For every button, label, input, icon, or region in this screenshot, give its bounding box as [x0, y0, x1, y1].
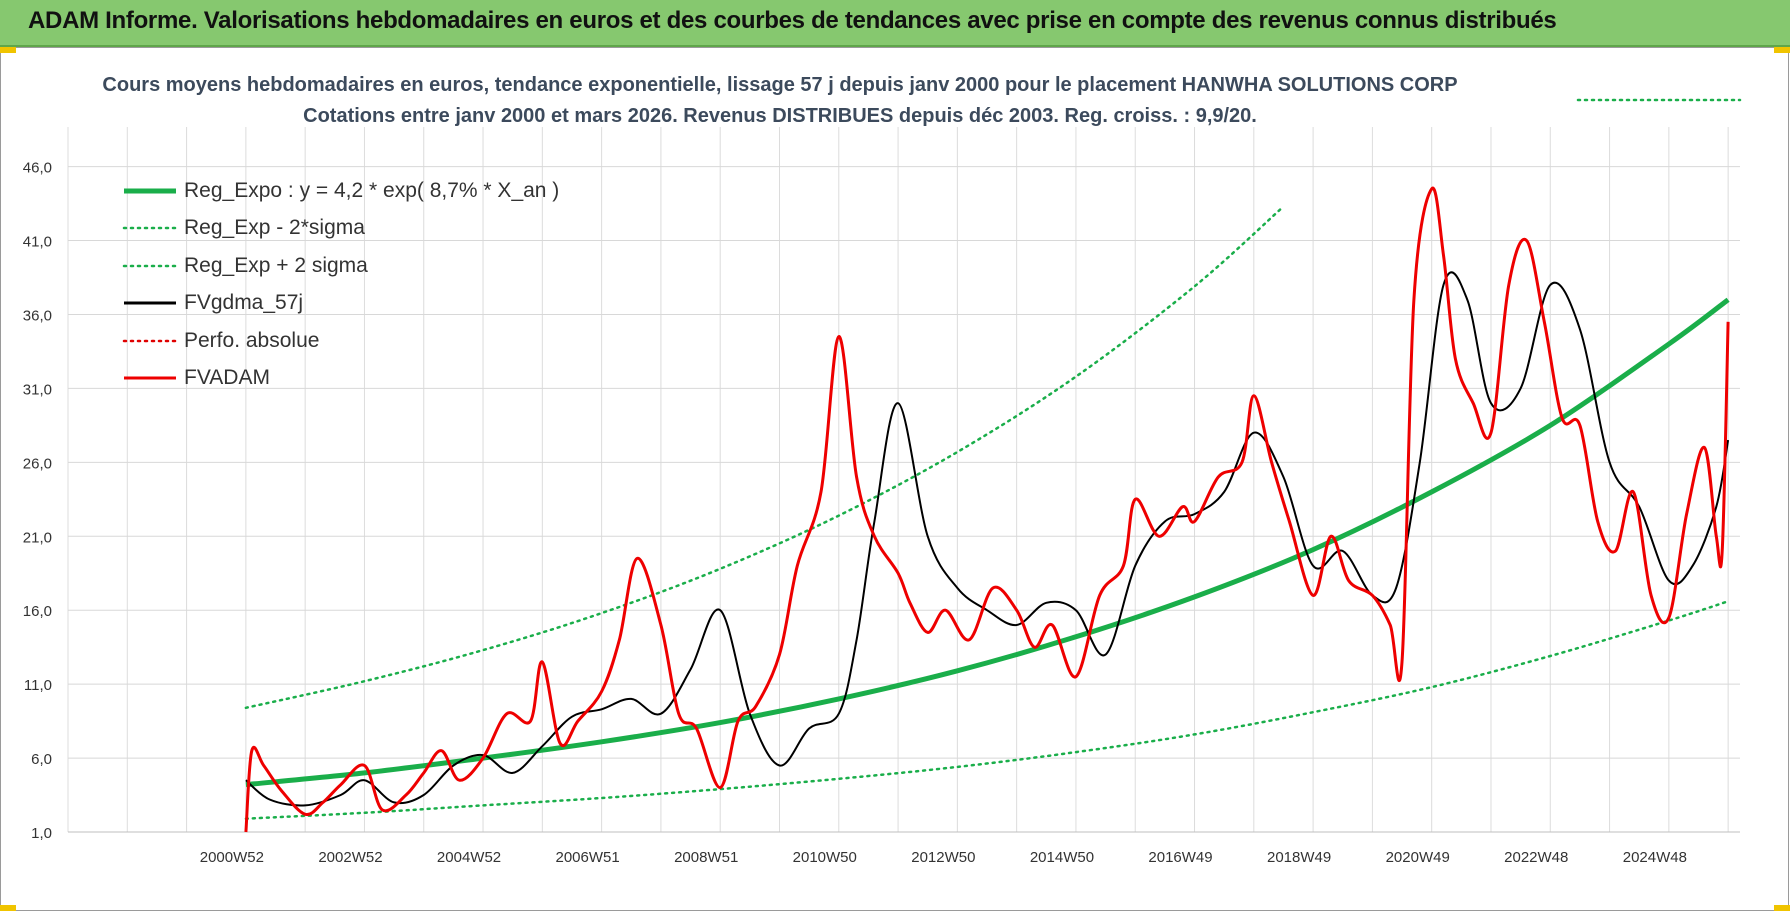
y-tick-label: 46,0 [23, 160, 52, 177]
x-tick-label: 2020W49 [1386, 849, 1450, 866]
legend-label: Reg_Expo : y = 4,2 * exp( 8,7% * X_an ) [184, 178, 560, 202]
chart-subtitle: Cotations entre janv 2000 et mars 2026. … [303, 105, 1257, 127]
series-line-fvgdma-57j [245, 271, 1730, 807]
y-tick-label: 31,0 [23, 381, 52, 398]
frame-corner-marker [0, 905, 16, 911]
y-tick-label: 41,0 [23, 234, 52, 251]
legend-item: Reg_Expo : y = 4,2 * exp( 8,7% * X_an ) [122, 172, 559, 210]
report-banner: ADAM Informe. Valorisations hebdomadaire… [0, 0, 1790, 47]
legend-label: Perfo. absolue [184, 328, 320, 352]
y-tick-label: 36,0 [23, 307, 52, 324]
x-tick-label: 2010W50 [793, 849, 857, 866]
x-tick-label: 2014W50 [1030, 849, 1094, 866]
chart-frame [0, 47, 1789, 911]
frame-corner-marker [1774, 47, 1790, 53]
legend-swatch [124, 376, 176, 380]
legend-swatch [122, 264, 178, 267]
x-tick-label: 2024W48 [1623, 849, 1687, 866]
report-title: ADAM Informe. Valorisations hebdomadaire… [28, 7, 1557, 34]
frame-corner-marker [1774, 905, 1790, 911]
frame-corner-marker [0, 47, 16, 53]
legend-item: FVADAM [122, 360, 559, 398]
y-tick-label: 16,0 [23, 603, 52, 620]
y-tick-label: 1,0 [31, 825, 52, 842]
y-tick-label: 21,0 [23, 529, 52, 546]
x-tick-label: 2022W48 [1504, 849, 1568, 866]
legend-label: Reg_Exp + 2 sigma [184, 253, 368, 277]
x-tick-label: 2000W52 [200, 849, 264, 866]
x-tick-label: 2006W51 [556, 849, 620, 866]
series-line-reg-expo-y-4-2-exp-8-7-x-an [245, 297, 1730, 788]
chart-grid [67, 127, 1740, 833]
x-tick-label: 2004W52 [437, 849, 501, 866]
x-tick-label: 2008W51 [674, 849, 738, 866]
legend-label: FVADAM [184, 366, 270, 390]
legend-item: Reg_Exp - 2*sigma [122, 210, 559, 248]
x-tick-label: 2012W50 [911, 849, 975, 866]
x-tick-label: 2016W49 [1148, 849, 1212, 866]
legend-label: FVgdma_57j [184, 291, 304, 315]
chart-legend: Reg_Expo : y = 4,2 * exp( 8,7% * X_an ) R… [122, 172, 559, 397]
legend-swatch [122, 339, 178, 342]
series-line-reg-exp-2-sigma [244, 205, 1285, 710]
chart-title: Cours moyens hebdomadaires en euros, ten… [102, 74, 1458, 96]
legend-swatch [122, 227, 178, 230]
legend-item: Perfo. absolue [122, 322, 559, 360]
legend-item: FVgdma_57j [122, 285, 559, 323]
y-tick-label: 11,0 [24, 677, 52, 694]
legend-label: Reg_Exp - 2*sigma [184, 216, 365, 240]
x-tick-label: 2018W49 [1267, 849, 1331, 866]
y-axis-tick-labels: 1,0 6,0 11,0 16,0 21,0 26,0 31,0 36,0 41,0 46,0 [23, 160, 52, 842]
y-tick-label: 6,0 [31, 751, 52, 768]
x-tick-label: 2002W52 [318, 849, 382, 866]
legend-swatch [124, 301, 176, 305]
legend-swatch [124, 188, 176, 194]
series-line-reg-exp-2-sigma [244, 600, 1730, 820]
y-tick-label: 26,0 [23, 455, 52, 472]
legend-item: Reg_Exp + 2 sigma [122, 247, 559, 285]
chart-series [244, 98, 1742, 833]
x-axis-tick-labels: 2000W52 2002W52 2004W52 2006W51 2008W51 2010W… [200, 849, 1687, 866]
series-line-fvadam [244, 186, 1730, 833]
